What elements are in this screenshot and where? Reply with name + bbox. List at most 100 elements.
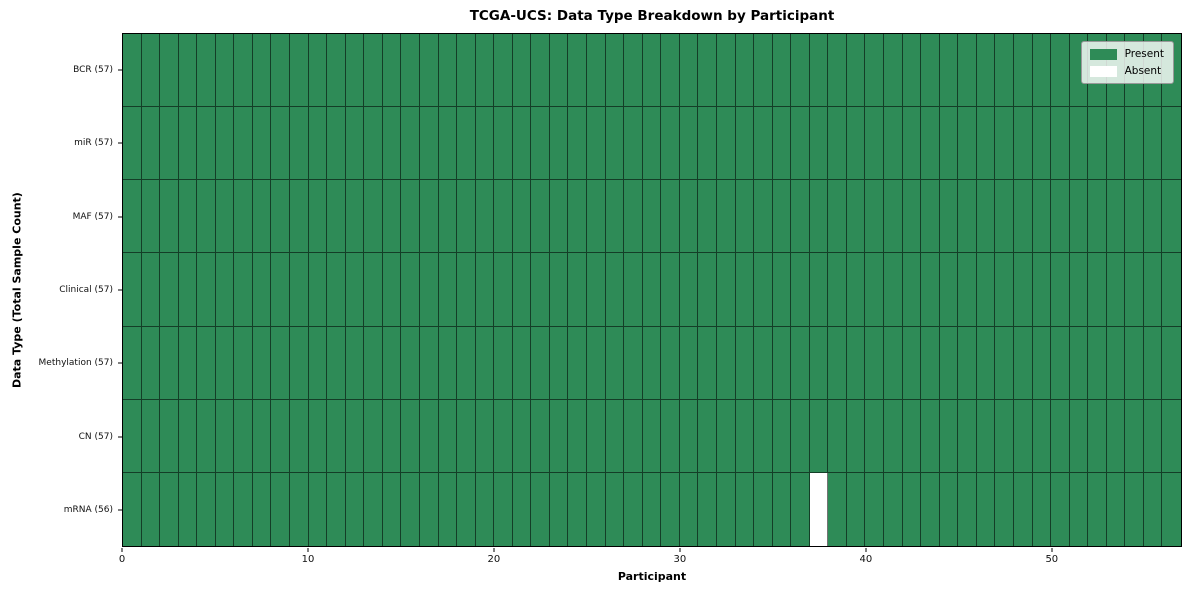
heatmap-cell-present: [976, 107, 996, 181]
heatmap-cell-present: [698, 34, 717, 108]
heatmap-cell-present: [419, 107, 439, 181]
heatmap-cell-present: [921, 34, 940, 108]
heatmap-cell-present: [995, 34, 1014, 108]
heatmap-cell-present: [364, 399, 383, 473]
heatmap-cell-present: [587, 326, 606, 400]
heatmap-cell-present: [494, 472, 513, 546]
heatmap-cell-present: [438, 253, 458, 327]
heatmap-cell-present: [661, 472, 680, 546]
heatmap-cell-present: [178, 34, 198, 108]
heatmap-cell-present: [605, 34, 625, 108]
heatmap-cell-present: [308, 253, 328, 327]
heatmap-cell-present: [290, 107, 309, 181]
heatmap-cell-present: [531, 399, 550, 473]
heatmap-cell-present: [419, 472, 439, 546]
heatmap-cell-present: [1013, 107, 1033, 181]
heatmap-cell-present: [1051, 180, 1070, 254]
y-tick-label: Methylation (57): [38, 358, 113, 369]
heatmap-cell-present: [1013, 34, 1033, 108]
y-tick-label: CN (57): [78, 431, 113, 442]
heatmap-cell-present: [494, 326, 513, 400]
heatmap-cell-present: [252, 34, 272, 108]
heatmap-cell-present: [661, 253, 680, 327]
heatmap-cell-present: [958, 107, 977, 181]
heatmap-cell-present: [754, 399, 773, 473]
heatmap-cell-present: [754, 472, 773, 546]
heatmap-cell-present: [679, 253, 699, 327]
heatmap-cell-present: [642, 253, 662, 327]
heatmap-cell-present: [1051, 399, 1070, 473]
heatmap-cell-present: [1125, 472, 1144, 546]
heatmap-cell-present: [698, 180, 717, 254]
heatmap-cell-present: [457, 107, 476, 181]
heatmap-cell-present: [791, 180, 810, 254]
x-tick-label: 10: [301, 554, 315, 565]
heatmap-cell-present: [642, 180, 662, 254]
x-tick-label: 0: [118, 554, 126, 565]
chart-title: TCGA-UCS: Data Type Breakdown by Partici…: [469, 8, 835, 24]
y-tick-mark: [118, 216, 122, 218]
heatmap-cell-present: [587, 180, 606, 254]
heatmap-cell-present: [1143, 180, 1163, 254]
heatmap-cell-present: [772, 326, 792, 400]
heatmap-cell-present: [419, 326, 439, 400]
heatmap-cell-present: [419, 34, 439, 108]
heatmap-cell-present: [345, 472, 365, 546]
heatmap-cell-present: [512, 34, 532, 108]
heatmap-cell-present: [1069, 399, 1089, 473]
heatmap-cell-present: [828, 472, 847, 546]
heatmap-cell-present: [1013, 180, 1033, 254]
heatmap-cell-present: [308, 472, 328, 546]
heatmap-cell-present: [791, 472, 810, 546]
heatmap-cell-present: [123, 472, 142, 546]
x-tick-label: 30: [673, 554, 687, 565]
heatmap-cell-present: [642, 399, 662, 473]
heatmap-cell-present: [382, 472, 402, 546]
heatmap-cell-present: [791, 326, 810, 400]
heatmap-cell-present: [1162, 253, 1181, 327]
heatmap-cell-present: [995, 472, 1014, 546]
x-tick-mark: [1051, 548, 1053, 552]
heatmap-cell-present: [939, 107, 959, 181]
heatmap-cell-present: [271, 34, 291, 108]
heatmap-cell-present: [364, 107, 383, 181]
heatmap-cell-present: [1162, 399, 1181, 473]
heatmap-cell-present: [252, 253, 272, 327]
heatmap-cell-present: [215, 34, 235, 108]
heatmap-cell-present: [215, 326, 235, 400]
heatmap-cell-present: [1069, 107, 1089, 181]
heatmap-cell-present: [587, 472, 606, 546]
heatmap-cell-present: [549, 399, 569, 473]
heatmap-cell-present: [605, 472, 625, 546]
heatmap-cell-present: [568, 253, 588, 327]
y-tick-label: BCR (57): [73, 64, 113, 75]
heatmap-cell-present: [364, 34, 383, 108]
x-tick-label: 20: [487, 554, 501, 565]
heatmap-cell-present: [884, 472, 903, 546]
heatmap-cell-present: [1013, 399, 1033, 473]
heatmap-cell-present: [1125, 253, 1144, 327]
heatmap-cell-present: [178, 472, 198, 546]
heatmap-cell-present: [976, 326, 996, 400]
heatmap-cell-present: [141, 253, 161, 327]
heatmap-cell-present: [661, 34, 680, 108]
heatmap-cell-present: [846, 107, 866, 181]
y-tick-label: mRNA (56): [63, 505, 113, 516]
x-tick-label: 40: [859, 554, 873, 565]
heatmap-cell-present: [215, 253, 235, 327]
heatmap-cell-present: [716, 180, 736, 254]
heatmap-cell-present: [1106, 472, 1126, 546]
heatmap-cell-present: [123, 253, 142, 327]
heatmap-cell-present: [828, 326, 847, 400]
heatmap-cell-present: [865, 326, 885, 400]
heatmap-cell-present: [605, 107, 625, 181]
heatmap-cell-present: [1088, 107, 1107, 181]
heatmap-cell-present: [624, 107, 643, 181]
heatmap-cell-present: [846, 34, 866, 108]
heatmap-cell-present: [865, 34, 885, 108]
heatmap-cell-present: [679, 34, 699, 108]
heatmap-cell-present: [902, 180, 922, 254]
heatmap-cell-present: [512, 326, 532, 400]
heatmap-cell-present: [1125, 180, 1144, 254]
